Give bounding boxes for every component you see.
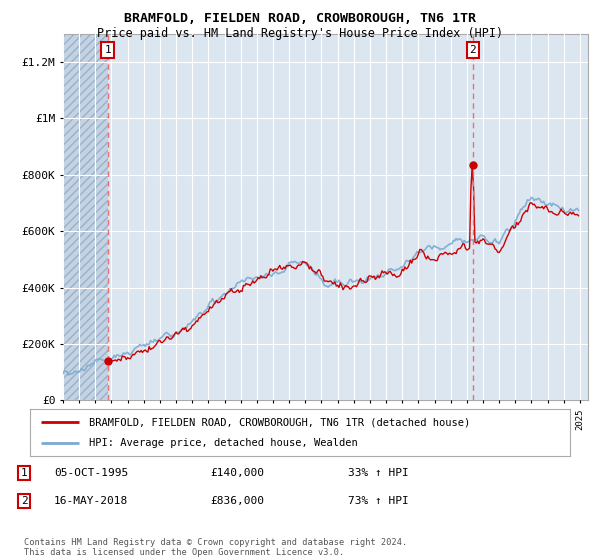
Text: Price paid vs. HM Land Registry's House Price Index (HPI): Price paid vs. HM Land Registry's House … [97, 27, 503, 40]
Text: HPI: Average price, detached house, Wealden: HPI: Average price, detached house, Weal… [89, 438, 358, 448]
Text: £836,000: £836,000 [210, 496, 264, 506]
Text: 05-OCT-1995: 05-OCT-1995 [54, 468, 128, 478]
Text: £140,000: £140,000 [210, 468, 264, 478]
Text: BRAMFOLD, FIELDEN ROAD, CROWBOROUGH, TN6 1TR: BRAMFOLD, FIELDEN ROAD, CROWBOROUGH, TN6… [124, 12, 476, 25]
Text: 2: 2 [20, 496, 28, 506]
Text: Contains HM Land Registry data © Crown copyright and database right 2024.
This d: Contains HM Land Registry data © Crown c… [24, 538, 407, 557]
Text: 73% ↑ HPI: 73% ↑ HPI [348, 496, 409, 506]
Text: 33% ↑ HPI: 33% ↑ HPI [348, 468, 409, 478]
Text: 16-MAY-2018: 16-MAY-2018 [54, 496, 128, 506]
Text: 1: 1 [20, 468, 28, 478]
Text: 2: 2 [469, 45, 476, 55]
Text: 1: 1 [104, 45, 111, 55]
Text: BRAMFOLD, FIELDEN ROAD, CROWBOROUGH, TN6 1TR (detached house): BRAMFOLD, FIELDEN ROAD, CROWBOROUGH, TN6… [89, 417, 470, 427]
Bar [63, 34, 107, 400]
